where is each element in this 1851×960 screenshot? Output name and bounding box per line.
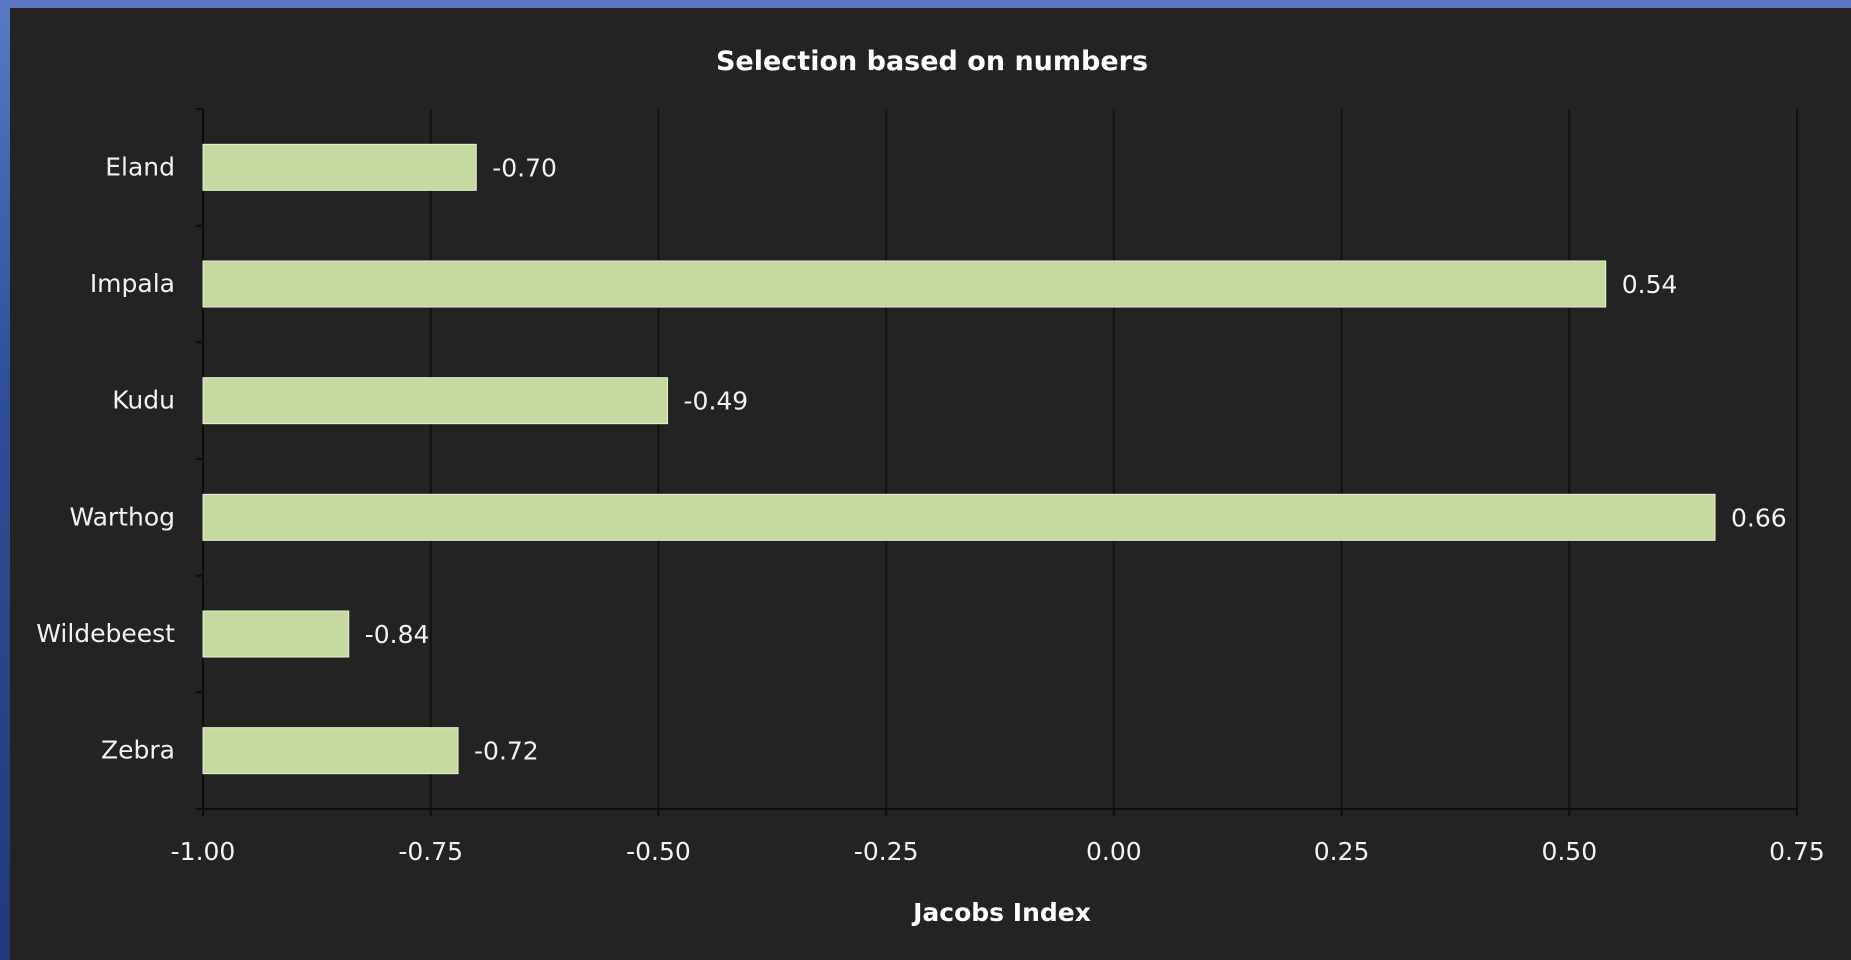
bar-chart: Selection based on numbers -0.70 0.54 -0.4… — [36, 46, 1825, 927]
gridlines — [429, 109, 1798, 809]
tick-labels: -1.00 -0.75 -0.50 -0.25 0.00 0.25 0.50 0.75 — [171, 837, 1825, 866]
x-tick-label: 0.50 — [1541, 837, 1597, 866]
x-tick-label: -0.25 — [854, 837, 919, 866]
category-label: Eland — [105, 152, 175, 181]
chart-panel: Selection based on numbers -0.70 0.54 -0.4… — [10, 8, 1851, 960]
bar-impala — [202, 260, 1607, 308]
category-label: Impala — [90, 269, 175, 298]
data-label: 0.66 — [1731, 503, 1787, 532]
x-axis-title: Jacobs Index — [911, 898, 1091, 927]
data-label: 0.54 — [1622, 270, 1678, 299]
bar-warthog — [202, 493, 1716, 541]
axes — [196, 108, 1798, 816]
bar-zebra — [202, 727, 459, 775]
bars — [202, 143, 1716, 775]
data-label: -0.72 — [474, 737, 539, 766]
x-tick-label: 0.75 — [1769, 837, 1825, 866]
bar-kudu — [202, 377, 669, 425]
x-tick-label: 0.25 — [1314, 837, 1370, 866]
data-labels: -0.70 0.54 -0.49 0.66 -0.84 -0.72 — [365, 153, 1787, 765]
bar-wildebeest — [202, 610, 350, 658]
bar-eland — [202, 143, 477, 191]
data-label: -0.84 — [365, 620, 430, 649]
x-tick-label: 0.00 — [1086, 837, 1142, 866]
x-tick-label: -0.50 — [626, 837, 691, 866]
category-label: Warthog — [69, 502, 175, 531]
data-label: -0.70 — [492, 153, 557, 182]
category-labels: Eland Impala Kudu Warthog Wildebeest Zebra — [36, 152, 175, 764]
x-tick-label: -0.75 — [398, 837, 463, 866]
chart-title: Selection based on numbers — [716, 46, 1148, 77]
category-label: Kudu — [112, 386, 175, 415]
category-label: Zebra — [101, 736, 175, 765]
x-tick-label: -1.00 — [171, 837, 236, 866]
data-label: -0.49 — [684, 387, 749, 416]
category-label: Wildebeest — [36, 619, 175, 648]
